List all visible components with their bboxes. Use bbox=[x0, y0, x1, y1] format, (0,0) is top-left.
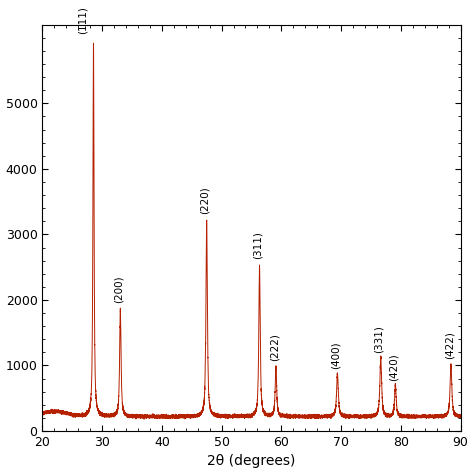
Text: (422): (422) bbox=[444, 331, 454, 359]
Text: (400): (400) bbox=[331, 342, 341, 369]
Text: (420): (420) bbox=[389, 353, 399, 381]
X-axis label: 2θ (degrees): 2θ (degrees) bbox=[207, 455, 296, 468]
Text: (220): (220) bbox=[200, 187, 210, 214]
Text: (311): (311) bbox=[253, 231, 263, 259]
Text: (200): (200) bbox=[114, 275, 124, 303]
Text: (222): (222) bbox=[269, 333, 279, 361]
Text: (331): (331) bbox=[374, 325, 384, 353]
Text: (111): (111) bbox=[78, 7, 88, 35]
